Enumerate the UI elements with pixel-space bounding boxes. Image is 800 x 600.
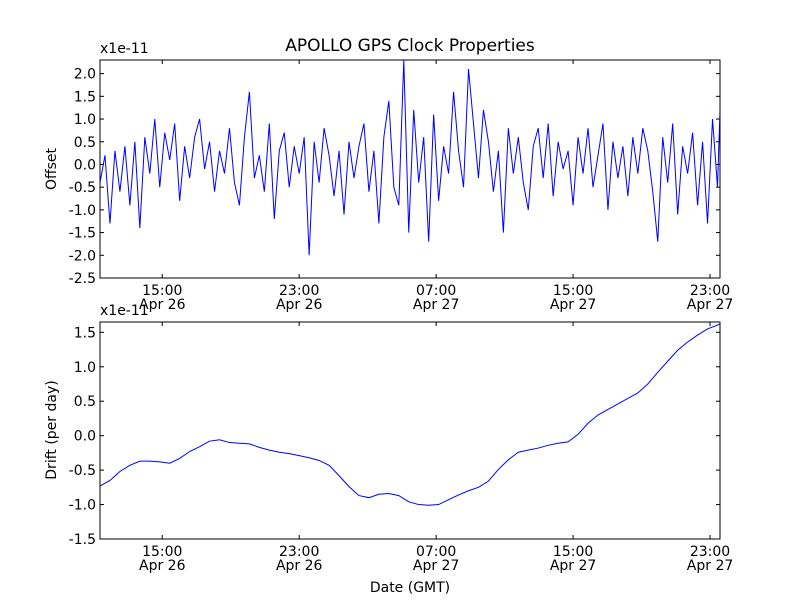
offset-y-tick-label: -0.5	[69, 180, 96, 196]
offset-x-tick-date: Apr 26	[139, 297, 186, 313]
drift-y-tick-label: 1.5	[74, 325, 96, 341]
offset-y-tick-label: 1.5	[74, 89, 96, 105]
drift-y-tick-label: -1.0	[69, 498, 96, 514]
offset-plot-frame	[99, 59, 721, 279]
offset-y-tick-label: -2.5	[69, 271, 96, 287]
offset-series-line	[100, 60, 720, 256]
offset-x-tick-date: Apr 27	[687, 297, 733, 313]
drift-x-tick-date: Apr 27	[687, 558, 733, 574]
offset-y-tick-label: -1.0	[69, 203, 96, 219]
offset-x-tick-date: Apr 27	[413, 297, 459, 313]
offset-y-tick-label: 0.0	[74, 157, 96, 173]
drift-x-tick-date: Apr 27	[413, 558, 459, 574]
offset-scale-label: x1e-11	[100, 41, 149, 57]
drift-x-tick-time: 07:00	[416, 544, 456, 560]
offset-x-tick-time: 15:00	[553, 283, 593, 299]
drift-x-tick-date: Apr 26	[139, 558, 186, 574]
drift-y-tick-label: 1.0	[74, 360, 96, 376]
drift-x-tick-time: 23:00	[279, 544, 319, 560]
drift-x-tick-date: Apr 26	[276, 558, 323, 574]
offset-y-tick-label: 2.0	[74, 67, 96, 83]
drift-x-tick-time: 23:00	[690, 544, 730, 560]
drift-y-tick-label: -1.5	[69, 532, 96, 548]
x-axis-label: Date (GMT)	[370, 580, 450, 596]
offset-x-tick-time: 23:00	[690, 283, 730, 299]
drift-y-label: Drift (per day)	[44, 380, 60, 479]
drift-y-tick-label: 0.5	[74, 394, 96, 410]
offset-y-tick-label: -1.5	[69, 226, 96, 242]
drift-plot-frame	[99, 321, 721, 540]
offset-x-tick-date: Apr 26	[276, 297, 323, 313]
offset-y-tick-label: 0.5	[74, 135, 96, 151]
offset-x-tick-date: Apr 27	[550, 297, 596, 313]
offset-x-tick-time: 15:00	[142, 283, 182, 299]
drift-series-line	[100, 323, 720, 506]
offset-y-label: Offset	[44, 147, 60, 190]
drift-x-tick-time: 15:00	[142, 544, 182, 560]
offset-x-tick-time: 07:00	[416, 283, 456, 299]
drift-panel: x1e-11 Drift (per day) Date (GMT) 1.5 1.0…	[44, 303, 733, 596]
offset-y-tick-label: 1.0	[74, 112, 96, 128]
drift-x-tick-date: Apr 27	[550, 558, 596, 574]
drift-y-tick-label: -0.5	[69, 463, 96, 479]
drift-scale-label: x1e-11	[100, 303, 149, 319]
chart-title: APOLLO GPS Clock Properties	[285, 36, 535, 56]
offset-x-tick-time: 23:00	[279, 283, 319, 299]
offset-panel: x1e-11 Offset 2.0 1.5 1.0 0.5 0.0 -0.5 -1.0 -1.…	[44, 41, 733, 313]
drift-y-tick-label: 0.0	[74, 429, 96, 445]
offset-y-tick-label: -2.0	[69, 248, 96, 264]
drift-x-tick-time: 15:00	[553, 544, 593, 560]
